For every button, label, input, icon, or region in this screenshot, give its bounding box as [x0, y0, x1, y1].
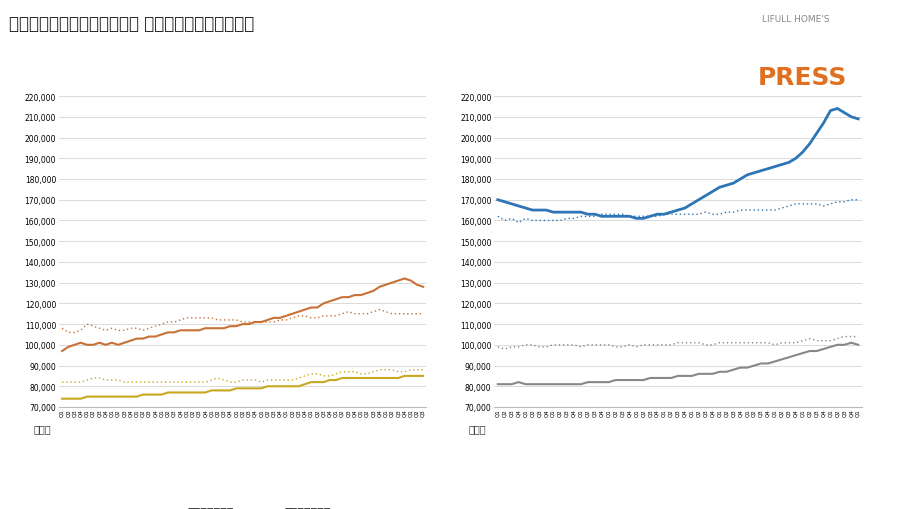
Text: PRESS: PRESS: [757, 66, 847, 90]
Text: LIFULL HOME'S: LIFULL HOME'S: [762, 15, 829, 24]
Text: 【ファミリー向き賃貸物件】 掲載賃料・反響賃料推移: 【ファミリー向き賃貸物件】 掲載賃料・反響賃料推移: [9, 15, 254, 33]
Text: （円）: （円）: [34, 423, 51, 433]
Text: （円）: （円）: [469, 423, 486, 433]
